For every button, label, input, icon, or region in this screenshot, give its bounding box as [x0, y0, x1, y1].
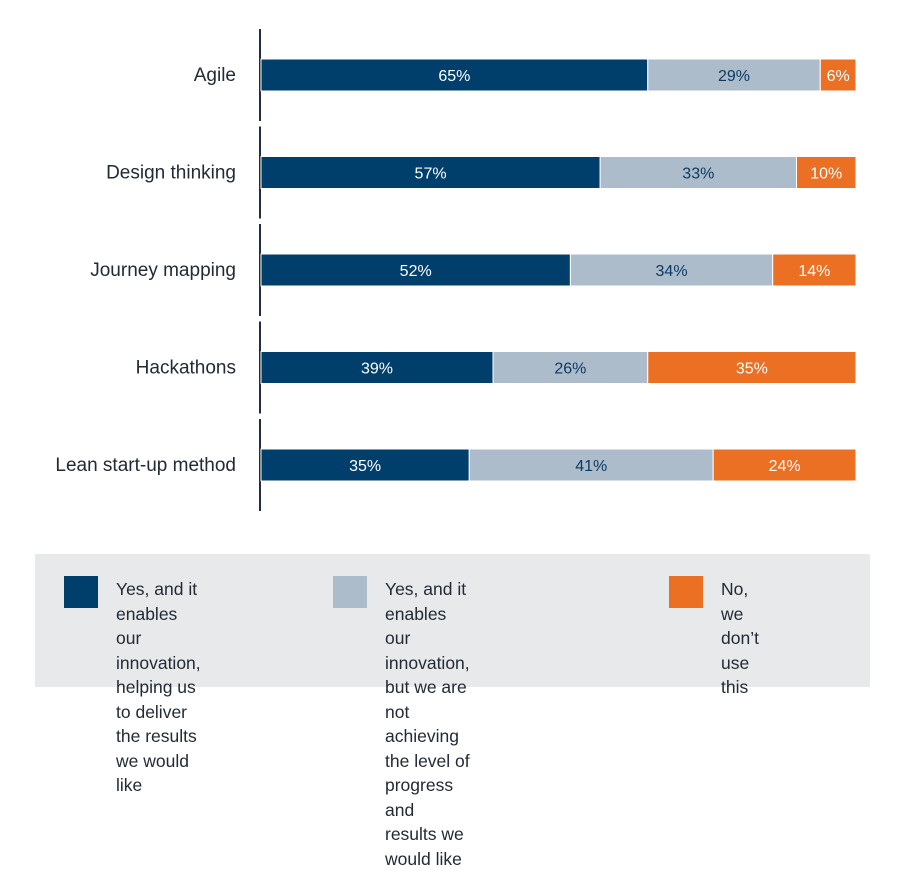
data-label: 26% — [554, 361, 586, 378]
data-label: 41% — [575, 458, 607, 475]
data-label: 29% — [718, 68, 750, 85]
category-label: Journey mapping — [90, 260, 236, 281]
category-label: Agile — [194, 65, 236, 86]
legend-line: achieving the level of progress — [385, 724, 470, 798]
category-label: Lean start-up method — [55, 455, 236, 476]
category-label: Design thinking — [106, 163, 236, 184]
data-label: 10% — [810, 166, 842, 183]
data-label: 57% — [415, 166, 447, 183]
stacked-bar-chart: Agile 65% 29% 6% Design thinking 57% 33% 10% Jou… — [0, 0, 900, 540]
data-label: 39% — [361, 361, 393, 378]
legend-line: No, we don’t — [721, 577, 759, 651]
legend-text-yes-results: Yes, and it enables our innovation, help… — [116, 577, 201, 798]
legend-swatch-yes-no-progress — [333, 576, 367, 608]
data-label: 14% — [798, 263, 830, 280]
data-label: 35% — [349, 458, 381, 475]
legend-line: use this — [721, 651, 759, 700]
legend-text-yes-no-progress: Yes, and it enables our innovation, but … — [385, 577, 470, 871]
category-label: Hackathons — [136, 358, 236, 379]
legend: Yes, and it enables our innovation, help… — [35, 554, 870, 687]
data-label: 6% — [827, 68, 850, 85]
legend-line: to deliver the results — [116, 700, 201, 749]
legend-line: and results we would like — [385, 798, 470, 871]
data-label: 65% — [438, 68, 470, 85]
data-label: 33% — [682, 166, 714, 183]
legend-line: innovation, but we are not — [385, 651, 470, 725]
legend-line: innovation, helping us — [116, 651, 201, 700]
data-label: 52% — [400, 263, 432, 280]
legend-text-no: No, we don’t use this — [721, 577, 759, 700]
legend-swatch-yes-results — [64, 576, 98, 608]
legend-line: Yes, and it enables our — [116, 577, 201, 651]
legend-line: we would like — [116, 749, 201, 798]
legend-swatch-no — [669, 576, 703, 608]
data-label: 24% — [769, 458, 801, 475]
data-label: 34% — [656, 263, 688, 280]
data-label: 35% — [736, 361, 768, 378]
legend-line: Yes, and it enables our — [385, 577, 470, 651]
